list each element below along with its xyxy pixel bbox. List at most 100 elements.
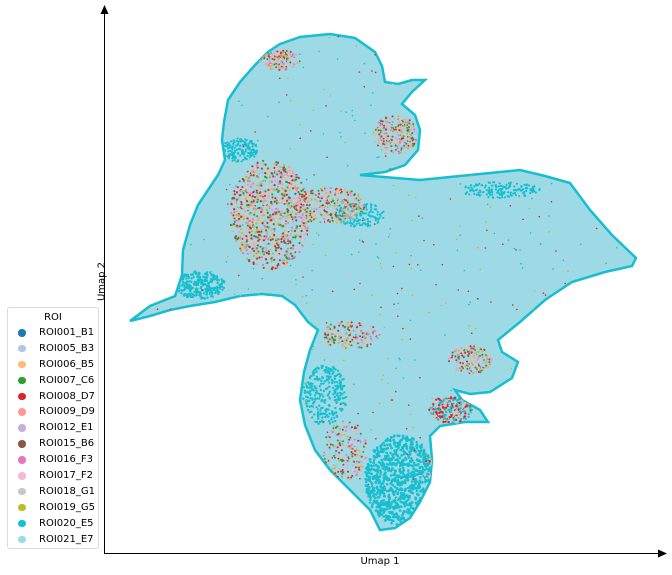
scatter-point	[260, 207, 263, 210]
scatter-point	[424, 455, 427, 458]
scatter-point	[308, 206, 311, 208]
scatter-point	[243, 187, 246, 190]
scatter-point	[283, 180, 286, 184]
scatter-point	[248, 259, 251, 262]
scatter-point	[347, 476, 350, 479]
scatter-point	[353, 438, 356, 441]
scatter-point	[259, 236, 262, 239]
scatter-point	[431, 477, 435, 481]
scatter-point	[350, 451, 353, 454]
scatter-point	[449, 354, 452, 357]
scatter-point	[267, 238, 270, 241]
scatter-point	[236, 226, 239, 229]
scatter-point	[293, 63, 296, 66]
scatter-point	[372, 499, 376, 503]
scatter-point	[415, 486, 419, 490]
scatter-point	[282, 259, 285, 262]
scatter-point	[345, 432, 348, 434]
scatter-point	[193, 283, 196, 286]
scatter-point	[315, 208, 318, 211]
scatter-point	[391, 135, 394, 138]
scatter-point	[485, 189, 488, 192]
scatter-point	[328, 372, 331, 375]
scatter-point	[505, 183, 508, 186]
scatter-point	[347, 193, 350, 196]
scatter-point	[394, 136, 397, 139]
scatter-point	[522, 188, 525, 191]
scatter-point	[227, 144, 230, 147]
scatter-point	[337, 470, 340, 473]
scatter-point	[302, 198, 305, 200]
scatter-point	[320, 393, 323, 396]
scatter-point	[312, 218, 315, 221]
scatter-point	[437, 456, 440, 459]
scatter-point	[376, 510, 380, 514]
scatter-point	[372, 458, 376, 462]
scatter-point	[349, 191, 352, 194]
scatter-point	[340, 213, 343, 216]
scatter-point	[246, 224, 249, 227]
scatter-point	[314, 398, 317, 401]
scatter-point	[322, 187, 325, 190]
scatter-point	[369, 210, 372, 213]
scatter-point	[382, 515, 386, 518]
scatter-point	[254, 247, 257, 251]
scatter-point	[329, 220, 331, 223]
scatter-point	[453, 474, 456, 477]
scatter-point	[435, 451, 438, 454]
scatter-point	[322, 389, 325, 393]
scatter-point	[259, 258, 262, 261]
scatter-point	[385, 451, 388, 455]
scatter-point	[264, 191, 268, 195]
scatter-point	[182, 280, 185, 284]
scatter-point	[296, 186, 299, 189]
scatter-point	[387, 500, 390, 504]
scatter-point	[308, 203, 311, 206]
scatter-point	[440, 457, 443, 460]
scatter-point	[339, 427, 342, 430]
scatter-point	[280, 213, 283, 216]
scatter-point	[246, 217, 249, 220]
scatter-point	[374, 128, 377, 131]
scatter-point	[369, 496, 373, 499]
scatter-point	[384, 500, 388, 504]
scatter-point	[403, 504, 407, 508]
scatter-point	[275, 199, 278, 202]
scatter-point	[395, 130, 398, 133]
scatter-point	[285, 68, 288, 71]
scatter-point	[273, 241, 276, 244]
scatter-point	[344, 339, 347, 341]
scatter-point	[356, 461, 359, 464]
scatter-point	[313, 413, 316, 416]
scatter-point	[183, 284, 186, 287]
scatter-point	[334, 384, 337, 388]
scatter-point	[327, 435, 330, 438]
scatter-point	[256, 200, 259, 203]
scatter-point	[407, 456, 411, 459]
scatter-point	[371, 211, 374, 214]
scatter-point	[407, 139, 410, 142]
scatter-point	[389, 469, 393, 473]
scatter-point	[447, 474, 450, 477]
scatter-point	[274, 212, 277, 215]
scatter-point	[356, 424, 359, 427]
scatter-point	[333, 467, 336, 470]
scatter-point	[381, 491, 385, 495]
scatter-point	[331, 467, 334, 470]
scatter-point	[426, 475, 429, 478]
scatter-point	[237, 140, 240, 143]
scatter-point	[290, 226, 294, 229]
scatter-point	[247, 172, 250, 175]
scatter-point	[533, 185, 536, 188]
scatter-point	[354, 202, 357, 205]
scatter-point	[414, 478, 417, 482]
scatter-point	[433, 477, 436, 480]
scatter-point	[331, 412, 334, 415]
scatter-point	[379, 145, 382, 148]
scatter-point	[335, 211, 338, 214]
scatter-point	[384, 122, 387, 125]
scatter-point	[450, 478, 453, 481]
scatter-point	[353, 472, 356, 475]
scatter-point	[320, 192, 323, 195]
scatter-point	[390, 436, 393, 439]
